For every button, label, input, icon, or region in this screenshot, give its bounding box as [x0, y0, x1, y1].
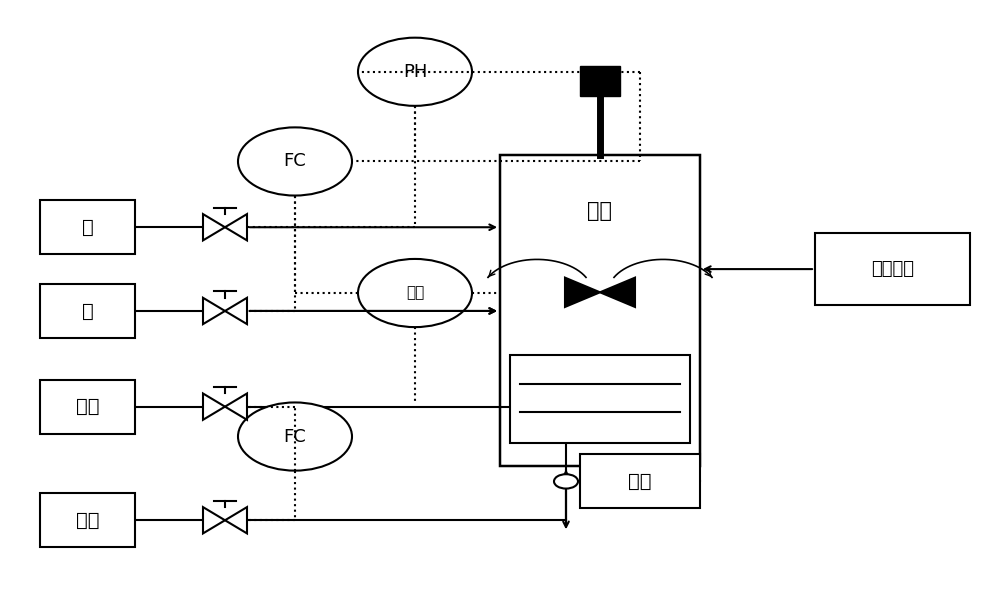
Text: 酸: 酸: [82, 218, 93, 237]
Circle shape: [554, 474, 578, 489]
Polygon shape: [203, 393, 225, 420]
FancyBboxPatch shape: [500, 155, 700, 466]
Polygon shape: [225, 393, 247, 420]
FancyBboxPatch shape: [580, 66, 620, 96]
Text: 冷水: 冷水: [76, 397, 99, 416]
FancyBboxPatch shape: [510, 283, 690, 454]
Text: 碱: 碱: [82, 301, 93, 321]
Text: 培养基罐: 培养基罐: [871, 260, 914, 278]
FancyBboxPatch shape: [40, 380, 135, 434]
FancyBboxPatch shape: [40, 200, 135, 254]
Text: 温度: 温度: [406, 285, 424, 301]
Text: 热水: 热水: [76, 511, 99, 530]
FancyBboxPatch shape: [40, 284, 135, 338]
FancyBboxPatch shape: [510, 355, 690, 443]
FancyBboxPatch shape: [580, 454, 700, 508]
Circle shape: [238, 127, 352, 196]
Text: FC: FC: [284, 428, 306, 446]
Polygon shape: [565, 277, 600, 307]
Polygon shape: [203, 214, 225, 240]
Polygon shape: [225, 214, 247, 240]
Circle shape: [238, 402, 352, 471]
Polygon shape: [203, 507, 225, 533]
FancyBboxPatch shape: [40, 493, 135, 547]
Polygon shape: [203, 298, 225, 324]
Text: PH: PH: [403, 63, 427, 81]
Text: 空气: 空气: [628, 472, 652, 491]
Circle shape: [358, 38, 472, 106]
Text: FC: FC: [284, 152, 306, 170]
Polygon shape: [225, 507, 247, 533]
Polygon shape: [225, 298, 247, 324]
Text: 发酵: 发酵: [588, 202, 612, 221]
FancyBboxPatch shape: [815, 233, 970, 305]
Circle shape: [358, 259, 472, 327]
Polygon shape: [600, 277, 635, 307]
